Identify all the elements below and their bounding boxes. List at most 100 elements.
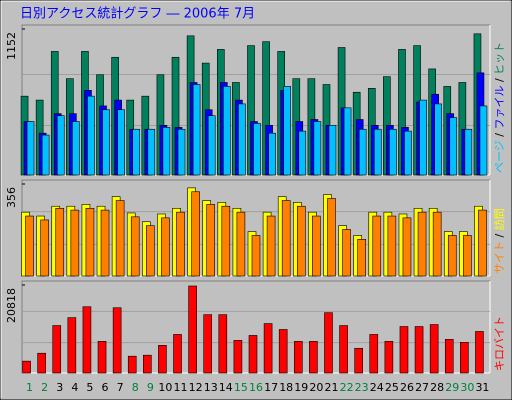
bar	[460, 342, 469, 374]
x-tick-label: 25	[385, 381, 399, 394]
bar	[26, 121, 35, 176]
bar	[143, 354, 152, 374]
bar	[281, 200, 291, 277]
bar	[132, 128, 141, 176]
bar	[298, 130, 307, 176]
bar	[158, 345, 167, 374]
bar	[233, 340, 243, 374]
bar	[37, 352, 46, 374]
bar	[354, 347, 363, 374]
x-tick-label: 3	[56, 381, 63, 394]
bar	[112, 307, 122, 374]
bar	[339, 325, 348, 374]
bar	[82, 306, 92, 374]
legend-entry: キロバイト	[493, 316, 506, 371]
x-tick-label: 18	[279, 381, 293, 394]
legend-entry: ヒット	[493, 42, 506, 75]
x-tick-label: 11	[174, 381, 188, 394]
bar	[399, 326, 409, 374]
bar	[130, 216, 140, 277]
bar	[479, 105, 488, 176]
bar	[266, 215, 276, 277]
bar	[192, 84, 201, 176]
bar	[161, 217, 170, 277]
bar	[236, 211, 246, 277]
bar	[373, 128, 382, 176]
bar	[146, 225, 155, 277]
bar	[432, 211, 442, 277]
bar	[41, 134, 50, 176]
x-tick-label: 24	[370, 381, 384, 394]
bar	[324, 312, 333, 374]
legend-separator: /	[493, 230, 506, 241]
x-tick-label: 8	[132, 381, 139, 394]
x-tick-label: 20	[309, 381, 323, 394]
bar	[67, 317, 77, 374]
bar	[102, 109, 110, 176]
bar	[387, 215, 397, 277]
x-tick-label: 29	[445, 381, 459, 394]
bar	[97, 341, 107, 374]
x-tick-label: 17	[264, 381, 278, 394]
x-tick-label: 5	[86, 381, 93, 394]
bar	[414, 326, 424, 374]
x-tick-label: 31	[475, 381, 489, 394]
x-tick-label: 6	[102, 381, 109, 394]
y-tick-label: 20818	[5, 288, 18, 323]
bar	[449, 117, 458, 176]
bar	[419, 99, 427, 176]
bar	[173, 334, 182, 374]
x-tick-label: 26	[400, 381, 414, 394]
legend-entry: ページ	[493, 140, 506, 173]
x-tick-label: 22	[340, 381, 354, 394]
bar	[238, 103, 246, 176]
x-tick-label: 14	[219, 381, 233, 394]
bar	[283, 86, 291, 176]
bar	[293, 341, 303, 374]
x-tick-label: 4	[71, 381, 78, 394]
x-tick-label: 12	[189, 381, 203, 394]
bar	[206, 204, 216, 277]
x-tick-label: 10	[158, 381, 172, 394]
bar	[464, 128, 473, 176]
bar	[447, 235, 457, 277]
bar	[463, 235, 472, 277]
bar	[176, 211, 185, 277]
legend: ページ / ファイル / ヒット	[493, 42, 506, 173]
x-tick-label: 30	[460, 381, 474, 394]
bar	[56, 115, 65, 176]
bar	[429, 324, 439, 374]
bar	[218, 314, 228, 374]
bar	[147, 128, 156, 176]
bar	[358, 128, 367, 176]
bar	[207, 115, 216, 176]
bar	[177, 128, 186, 176]
bar	[313, 121, 322, 176]
x-tick-label: 13	[204, 381, 218, 394]
bar	[369, 334, 379, 374]
bar	[22, 360, 31, 374]
x-tick-label: 23	[355, 381, 369, 394]
bar	[268, 132, 276, 176]
bar	[55, 207, 65, 277]
x-tick-label: 16	[249, 381, 263, 394]
x-tick-label: 7	[117, 381, 124, 394]
bar	[248, 335, 258, 374]
bar	[328, 125, 337, 176]
x-tick-label: 1	[26, 381, 33, 394]
x-tick-label: 9	[147, 381, 154, 394]
bar	[191, 191, 200, 277]
bar	[312, 215, 321, 277]
bar	[72, 121, 80, 176]
bar	[127, 355, 137, 374]
bar	[115, 200, 125, 277]
bar	[343, 107, 352, 176]
x-tick-label: 19	[294, 381, 308, 394]
bar	[162, 127, 171, 176]
bar	[52, 325, 62, 374]
x-tick-label: 27	[415, 381, 429, 394]
bar	[444, 339, 454, 374]
x-tick-label: 28	[430, 381, 444, 394]
bar	[87, 95, 95, 176]
